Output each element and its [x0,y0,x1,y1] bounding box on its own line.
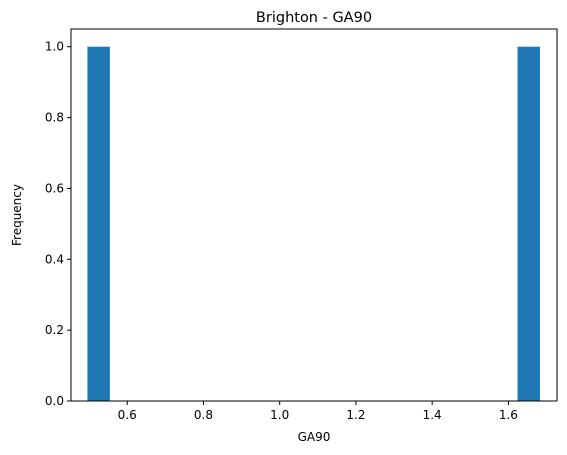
x-tick-label: 1.2 [346,408,365,422]
x-tick-label: 0.8 [194,408,213,422]
histogram-bar-0 [87,46,110,401]
bars-group [87,46,540,401]
y-tick-label: 1.0 [45,40,64,54]
x-axis-ticks: 0.6 0.8 1.0 1.2 1.4 1.6 [118,401,518,422]
x-tick-label: 1.0 [270,408,289,422]
y-axis-label: Frequency [10,184,24,246]
y-tick-label: 0.0 [45,394,64,408]
histogram-bar-1 [517,46,540,401]
y-tick-label: 0.6 [45,181,64,195]
x-tick-label: 1.6 [499,408,518,422]
y-axis-ticks: 0.0 0.2 0.4 0.6 0.8 1.0 [45,40,71,408]
y-tick-label: 0.4 [45,252,64,266]
x-tick-label: 0.6 [118,408,137,422]
y-tick-label: 0.8 [45,111,64,125]
x-tick-label: 1.4 [423,408,442,422]
x-axis-label: GA90 [298,430,331,444]
chart-title: Brighton - GA90 [256,10,372,26]
plot-frame [70,28,558,402]
y-tick-label: 0.2 [45,323,64,337]
